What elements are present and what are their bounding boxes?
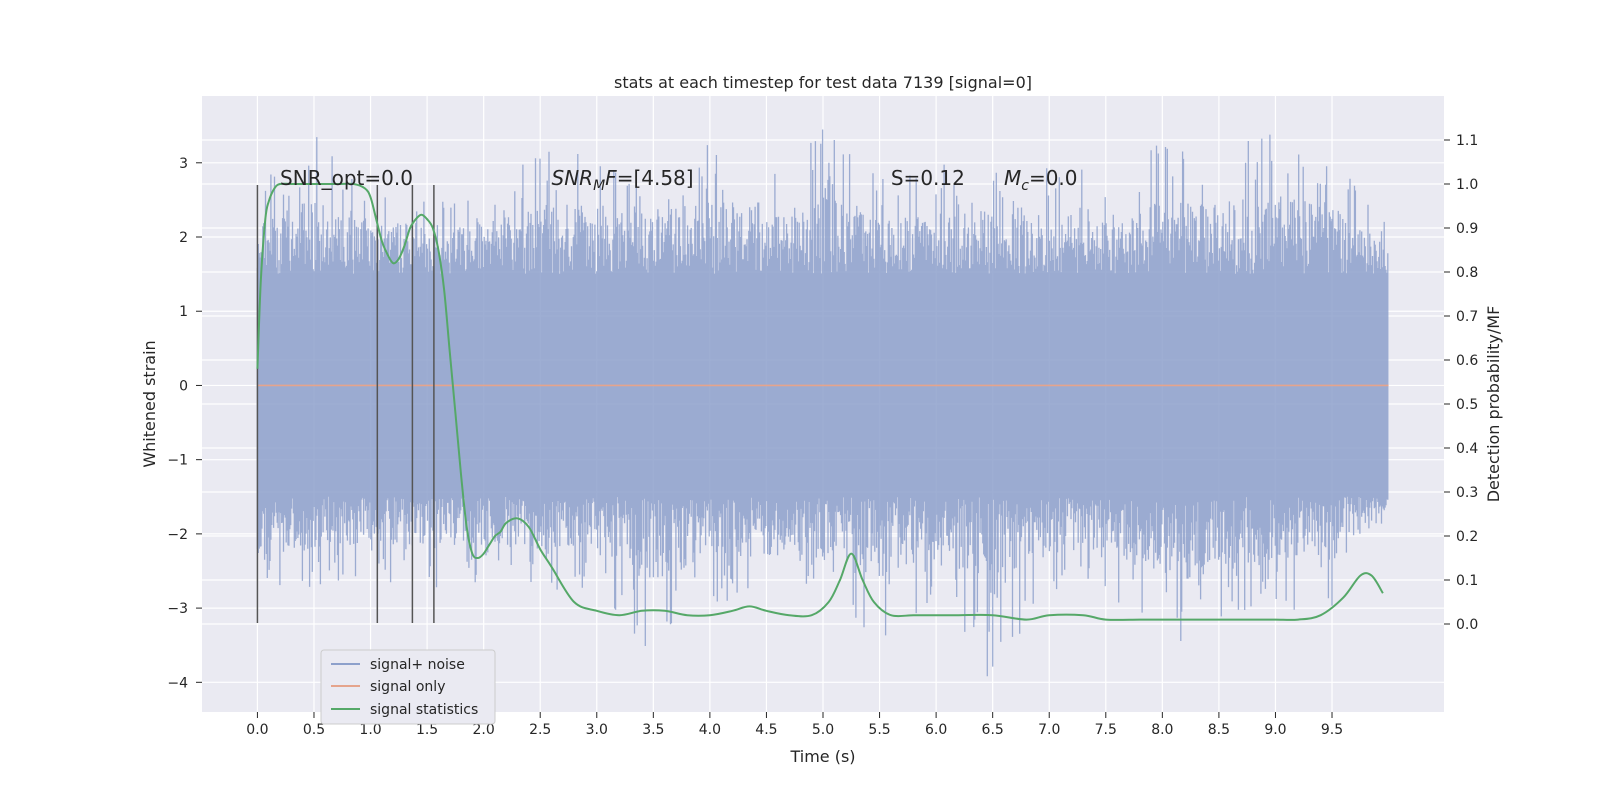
annotation-text: S=0.12 (891, 166, 965, 190)
y-tick-label: −2 (167, 527, 188, 543)
y-right-tick-label: 0.8 (1456, 265, 1478, 281)
y-right-tick-label: 0.2 (1456, 529, 1478, 545)
x-tick-label: 3.5 (642, 722, 664, 738)
y-axis-label: Whitened strain (140, 340, 159, 467)
y-right-tick-label: 0.5 (1456, 397, 1478, 413)
y-tick-label: 2 (179, 230, 188, 246)
x-tick-label: 2.5 (529, 722, 551, 738)
y-right-tick-label: 0.3 (1456, 485, 1478, 501)
legend-box (320, 649, 496, 725)
x-tick-label: 6.0 (925, 722, 947, 738)
annotation-text: SNRMF=[4.58] (552, 166, 694, 194)
signal-statistics-line (256, 182, 1384, 621)
x-tick-label: 8.5 (1208, 722, 1230, 738)
legend: signal+ noise signal only signal statist… (320, 649, 496, 725)
y-right-tick-label: 0.1 (1456, 573, 1478, 589)
x-tick-label: 7.0 (1038, 722, 1060, 738)
signal-statistics-series (256, 182, 1384, 621)
x-axis-ticks: 0.0 0.5 1.0 1.5 2.0 2.5 3.0 3.5 4.0 4.5 5.0 5.5 6.0 6… (246, 712, 1343, 738)
y-tick-label: −3 (167, 601, 188, 617)
y-right-axis-label: Detection probability/MF (1484, 306, 1503, 503)
annotations: SNR_opt=0.0 SNRMF=[4.58] S=0.12 Mc=0.0 (280, 166, 1077, 194)
x-tick-label: 9.0 (1264, 722, 1286, 738)
y-right-axis-ticks: 1.1 1.0 0.9 0.8 0.7 0.6 0.5 0.4 0.3 0.2 0.1 0.0 (1444, 133, 1478, 633)
chart-title: stats at each timestep for test data 713… (614, 73, 1032, 92)
y-right-tick-label: 0.6 (1456, 353, 1478, 369)
x-tick-label: 2.0 (473, 722, 495, 738)
x-tick-label: 5.0 (812, 722, 834, 738)
legend-label-statistics: signal statistics (370, 702, 478, 718)
y-tick-label: −1 (167, 453, 188, 469)
x-tick-label: 6.5 (982, 722, 1004, 738)
x-tick-label: 4.0 (699, 722, 721, 738)
x-tick-label: 4.5 (755, 722, 777, 738)
y-right-tick-label: 0.0 (1456, 617, 1478, 633)
y-right-tick-label: 1.1 (1456, 133, 1478, 149)
y-tick-label: 0 (179, 378, 188, 394)
vertical-markers (256, 185, 435, 623)
x-tick-label: 1.5 (416, 722, 438, 738)
x-tick-label: 7.5 (1095, 722, 1117, 738)
x-tick-label: 3.0 (586, 722, 608, 738)
legend-label-noise: signal+ noise (370, 657, 465, 673)
legend-label-signal-only: signal only (370, 679, 445, 695)
y-right-tick-label: 0.9 (1456, 221, 1478, 237)
x-tick-label: 0.0 (246, 722, 268, 738)
x-tick-label: 9.5 (1321, 722, 1343, 738)
y-tick-label: 1 (179, 304, 188, 320)
annotation-text: SNR_opt=0.0 (280, 166, 413, 190)
y-right-tick-label: 0.7 (1456, 309, 1478, 325)
y-axis-ticks: 3 2 1 0 −1 −2 −3 −4 (167, 156, 202, 691)
y-right-tick-label: 0.4 (1456, 441, 1478, 457)
x-tick-label: 5.5 (868, 722, 890, 738)
y-right-tick-label: 1.0 (1456, 177, 1478, 193)
x-tick-label: 8.0 (1151, 722, 1173, 738)
y-tick-label: −4 (167, 675, 188, 691)
y-tick-label: 3 (179, 156, 188, 172)
x-tick-label: 1.0 (359, 722, 381, 738)
annotation-text: Mc=0.0 (1004, 166, 1078, 194)
x-tick-label: 0.5 (303, 722, 325, 738)
x-axis-label: Time (s) (789, 747, 855, 766)
